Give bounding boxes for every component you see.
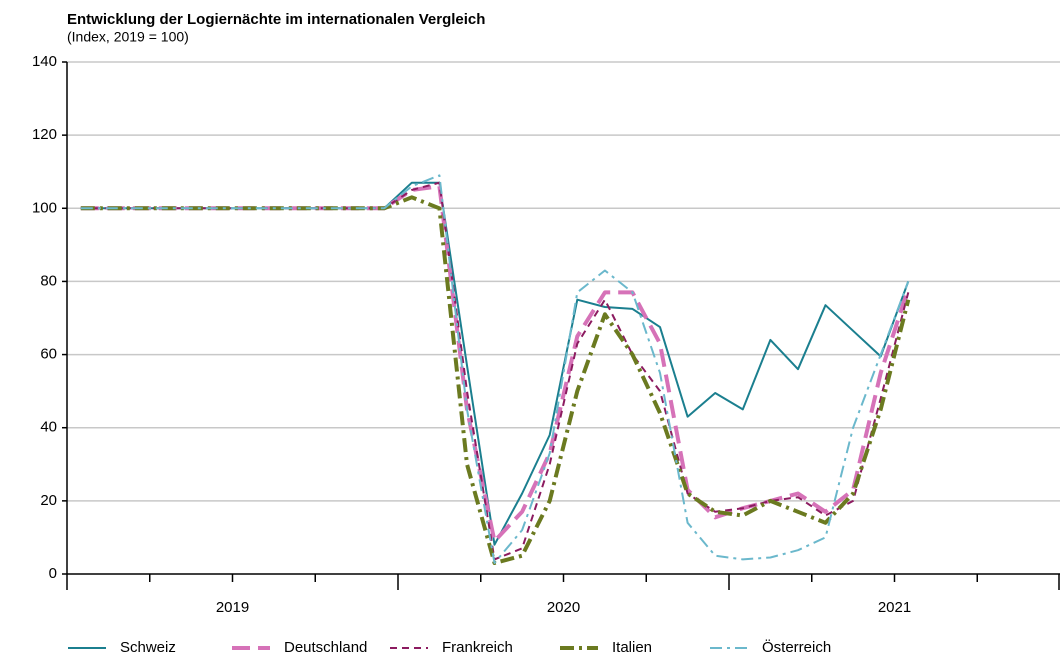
chart-title: Entwicklung der Logiernächte im internat… <box>67 11 485 28</box>
line-series <box>80 184 911 544</box>
y-tick-label: 100 <box>32 199 57 216</box>
y-tick-label: 20 <box>40 492 57 509</box>
line-series <box>80 181 910 561</box>
x-year-label: 2019 <box>216 599 249 616</box>
line-series <box>80 181 910 546</box>
x-year-label: 2020 <box>547 599 580 616</box>
y-tick-label: 80 <box>40 272 57 289</box>
y-tick-label: 140 <box>32 53 57 70</box>
y-tick-label: 60 <box>40 346 57 363</box>
legend-label: Schweiz <box>120 639 176 656</box>
y-tick-label: 120 <box>32 126 57 143</box>
legend-label: Frankreich <box>442 639 513 656</box>
y-tick-label: 0 <box>49 565 57 582</box>
line-series <box>80 195 911 565</box>
legend-label: Österreich <box>762 638 831 656</box>
legend-label: Italien <box>612 639 652 656</box>
chart-subtitle: (Index, 2019 = 100) <box>67 29 189 45</box>
y-tick-label: 40 <box>40 419 57 436</box>
legend-label: Deutschland <box>284 639 367 656</box>
x-year-label: 2021 <box>878 599 911 616</box>
line-series <box>80 174 910 564</box>
